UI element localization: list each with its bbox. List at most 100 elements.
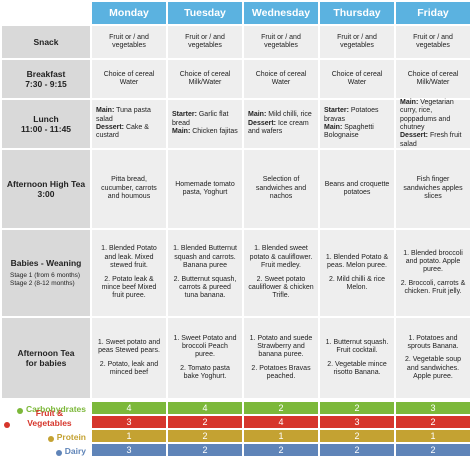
- menu-label: Starter:: [172, 111, 197, 119]
- menu-text: 2. Sweet potato cauliflower & chicken Tr…: [248, 275, 314, 300]
- menu-cell: Fruit or / and vegetables: [244, 26, 318, 58]
- menu-cell: 1. Potatoes and sprouts Banana. 2. Vegeta…: [396, 318, 470, 398]
- menu-text: 2. Potato leak & mince beef Mixed fruit …: [101, 275, 157, 300]
- menu-cell: 1. Blended broccoli and potato. Apple pu…: [396, 230, 470, 316]
- menu-text: 1. Sweet potato and peas Stewed pears.: [97, 338, 161, 355]
- menu-text: 2. Butternut squash, carrots & pureed tu…: [173, 275, 237, 300]
- nutrition-value: 2: [320, 430, 394, 442]
- menu-line: Starter: Potatoes bravas: [324, 107, 390, 124]
- menu-label: Main:: [248, 111, 267, 119]
- day-header: Tuesday: [168, 2, 242, 24]
- menu-text: Choice of cereal Water: [103, 70, 155, 86]
- menu-cell: Main: Mild chilli, rice Dessert: Ice crea…: [244, 100, 318, 148]
- menu-text: 1. Blended broccoli and potato. Apple pu…: [403, 249, 463, 274]
- menu-cell: 1. Sweet Potato and broccoli Peach puree…: [168, 318, 242, 398]
- menu-text: Pitta bread, cucumber, carrots and houmo…: [101, 176, 157, 201]
- row-title: Babies - Weaning: [10, 258, 82, 269]
- nutrition-value: 4: [168, 402, 242, 414]
- row-title: 11:00 - 11:45: [20, 124, 72, 134]
- menu-cell: Starter: Garlic flat bread Main: Chicken …: [168, 100, 242, 148]
- menu-cell: Fruit or / and vegetables: [168, 26, 242, 58]
- menu-cell: Fish finger sandwiches apples slices: [396, 150, 470, 228]
- menu-label: Starter:: [324, 107, 349, 115]
- menu-text: Ice cream and wafers: [248, 119, 309, 136]
- menu-label: Main:: [400, 98, 419, 106]
- nutrition-value: 3: [92, 416, 166, 428]
- menu-cell: Starter: Potatoes bravas Main: Spaghetti …: [320, 100, 394, 148]
- menu-cell: Choice of cereal Milk/Water: [396, 60, 470, 98]
- menu-text: 2. Vegetable soup and sandwiches. Apple …: [404, 356, 462, 381]
- menu-cell: Fruit or / and vegetables: [320, 26, 394, 58]
- nutrition-value: 2: [396, 416, 470, 428]
- menu-text: 2. Potatoes Bravas peached.: [251, 364, 311, 381]
- nutrition-value: 2: [320, 444, 394, 456]
- menu-label: Dessert:: [96, 124, 125, 131]
- menu-cell: Selection of sandwiches and nachos: [244, 150, 318, 228]
- day-header: Thursday: [320, 2, 394, 24]
- menu-label: Main:: [324, 124, 343, 131]
- menu-text: Chicken fajitas: [192, 128, 238, 136]
- menu-text: Spaghetti Bolognaise: [324, 124, 374, 140]
- menu-text: Tuna pasta salad: [96, 107, 151, 123]
- menu-line: Dessert: Ice cream and wafers: [248, 120, 314, 137]
- row-title: Afternoon Tea: [17, 347, 75, 358]
- nutrition-name: Protein: [0, 430, 90, 442]
- row-title: Snack: [33, 36, 59, 47]
- row-title: Breakfast: [26, 68, 66, 79]
- row-title: 3:00: [37, 189, 55, 199]
- menu-text: Fresh fruit salad: [400, 132, 462, 148]
- menu-text: 1. Blended sweet potato & cauliflower. F…: [249, 245, 313, 270]
- menu-cell: Homemade tomato pasta, Yoghurt: [168, 150, 242, 228]
- nutrition-value: 2: [168, 444, 242, 456]
- menu-text: 2. Potato, leak and minced beef: [99, 360, 159, 376]
- nutrition-name: Fruit & Vegetables: [0, 408, 90, 428]
- row-title: Lunch: [33, 113, 59, 124]
- menu-cell: Choice of cereal Water: [244, 60, 318, 98]
- menu-text: Choice of cereal Water: [331, 70, 383, 86]
- menu-text: 1. Blended Potato and leak. Mixed stewed…: [101, 245, 157, 270]
- menu-cell: Main: Vegetarian curry, rice, poppadums …: [396, 99, 470, 148]
- menu-text: Beans and croquette potatoes: [324, 180, 390, 196]
- menu-text: 2. Broccoli, carrots & chicken. Fruit je…: [400, 279, 466, 296]
- nutrition-name: Dairy: [0, 444, 90, 456]
- menu-line: Main: Vegetarian curry, rice, poppadums …: [400, 99, 466, 133]
- menu-text: 1. Butternut squash. Fruit cocktail.: [325, 338, 389, 355]
- menu-line: Dessert: Cake & custard: [96, 124, 162, 141]
- menu-text: 1. Blended Potato & peas. Melon puree.: [325, 253, 389, 270]
- menu-text: 1. Sweet Potato and broccoli Peach puree…: [173, 334, 237, 359]
- nutrition-value: 2: [168, 430, 242, 442]
- menu-text: 1. Blended Butternut squash and carrots.…: [173, 245, 237, 270]
- nutrition-value: 4: [92, 402, 166, 414]
- nutrition-value: 4: [244, 416, 318, 428]
- menu-text: Choice of cereal Water: [255, 70, 307, 86]
- menu-cell: 1. Sweet potato and peas Stewed pears. 2.…: [92, 318, 166, 398]
- menu-text: 2. Vegetable mince risotto Banana.: [327, 360, 387, 376]
- menu-cell: 1. Blended Potato and leak. Mixed stewed…: [92, 230, 166, 316]
- menu-text: Fruit or / and vegetables: [261, 33, 301, 49]
- menu-text: Potatoes bravas: [324, 107, 379, 123]
- row-title: for babies: [25, 358, 67, 368]
- menu-text: 2. Tomato pasta bake Yoghurt.: [180, 364, 230, 381]
- menu-text: Selection of sandwiches and nachos: [255, 176, 307, 201]
- menu-line: Main: Chicken fajitas: [172, 128, 238, 136]
- menu-text: 1. Potato and suede Strawberry and banan…: [249, 334, 313, 359]
- nutrition-value: 3: [92, 444, 166, 456]
- nutrition-value: 1: [92, 430, 166, 442]
- nutrition-icon: [17, 408, 23, 414]
- note-line: Stage 1 (from 6 months): [10, 272, 81, 280]
- nutrition-icon: [47, 436, 54, 442]
- nutrition-value: 2: [396, 444, 470, 456]
- nutrition-label: Protein: [56, 431, 86, 442]
- menu-cell: Beans and croquette potatoes: [320, 150, 394, 228]
- row-header: Afternoon Tea for babies: [2, 318, 90, 398]
- day-header: Monday: [92, 2, 166, 24]
- nutrition-name: Carbohydrates: [0, 402, 90, 414]
- nutrition-label: Dairy: [64, 445, 86, 456]
- menu-cell: 1. Blended sweet potato & cauliflower. F…: [244, 230, 318, 316]
- menu-cell: 1. Potato and suede Strawberry and banan…: [244, 318, 318, 398]
- nutrition-label: Fruit & Vegetables: [27, 407, 72, 428]
- menu-text: Mild chilli, rice: [268, 111, 312, 119]
- menu-text: Garlic flat bread: [172, 111, 229, 127]
- menu-text: Vegetarian curry, rice, poppadums and ch…: [400, 98, 454, 131]
